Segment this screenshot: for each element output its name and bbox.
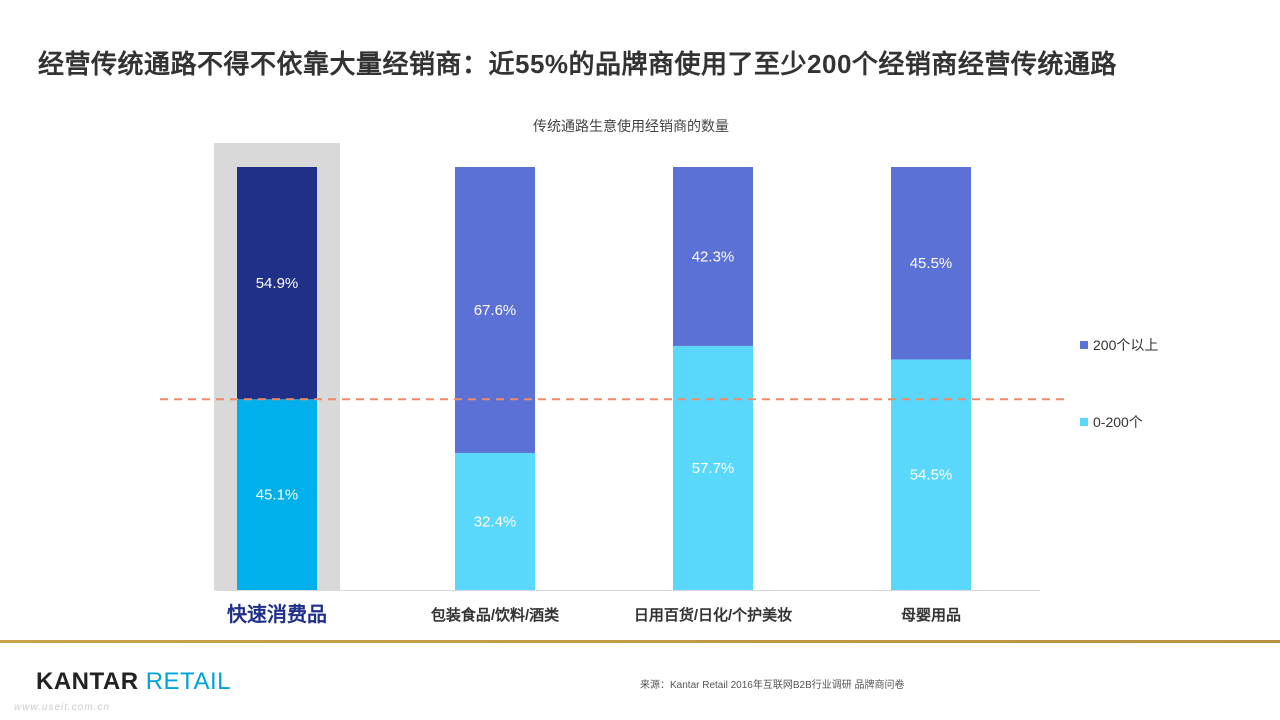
bar-segment: [237, 167, 317, 400]
legend-item: 200个以上: [1080, 337, 1158, 353]
data-label: 54.5%: [910, 467, 953, 484]
legend-label: 200个以上: [1093, 337, 1158, 353]
legend-item: 0-200个: [1080, 414, 1143, 430]
stacked-bar-chart: 传统通路生意使用经销商的数量 45.1% 54.9% 32.4% 67.6% 57.7%…: [160, 118, 1158, 626]
watermark: www.useit.com.cn: [14, 702, 111, 713]
page-title: 经营传统通路不得不依靠大量经销商：近55%的品牌商使用了至少200个经销商经营传…: [38, 49, 1117, 79]
category-label: 包装食品/饮料/酒类: [431, 606, 560, 624]
legend-label: 0-200个: [1093, 414, 1143, 430]
legend-swatch: [1080, 341, 1088, 349]
data-label: 57.7%: [692, 460, 735, 477]
logo-kantar-text: KANTAR: [36, 668, 139, 695]
category-label: 母婴用品: [901, 607, 961, 624]
bar-segment: [455, 452, 535, 590]
source-note: 来源：Kantar Retail 2016年互联网B2B行业调研 品牌商问卷: [640, 680, 905, 691]
kantar-retail-logo: KANTAR RETAIL: [36, 668, 231, 696]
bar-segment: [891, 167, 971, 360]
data-label: 45.1%: [256, 487, 299, 504]
bar-segment: [673, 167, 753, 346]
bar-segment: [237, 399, 317, 590]
category-label: 日用百货/日化/个护美妆: [634, 606, 792, 624]
data-label: 67.6%: [474, 302, 517, 319]
bar-segment: [673, 345, 753, 590]
legend-swatch: [1080, 418, 1088, 426]
data-label: 45.5%: [910, 255, 953, 272]
bar-segment: [455, 167, 535, 453]
footer-divider: [0, 640, 1280, 643]
category-label: 快速消费品: [227, 602, 327, 626]
data-label: 42.3%: [692, 248, 735, 265]
chart-title: 传统通路生意使用经销商的数量: [533, 118, 729, 134]
data-label: 54.9%: [256, 275, 299, 292]
data-label: 32.4%: [474, 513, 517, 530]
bar-segment: [891, 359, 971, 590]
logo-retail-text: RETAIL: [145, 668, 231, 695]
